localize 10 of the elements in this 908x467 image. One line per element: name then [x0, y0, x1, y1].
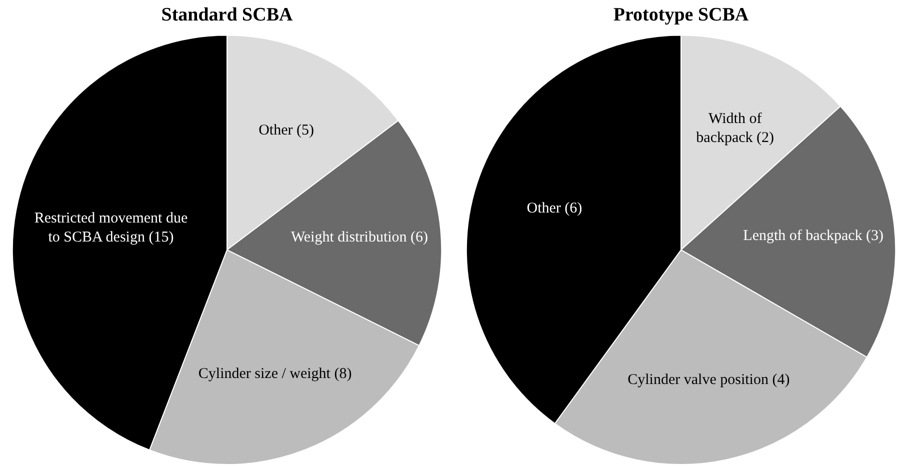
slice-label: Weight distribution (6) — [290, 230, 428, 246]
chart-title: Prototype SCBA — [613, 4, 749, 26]
slice-label: Cylinder valve position (4) — [628, 372, 790, 388]
slice-label: Other (5) — [258, 122, 314, 139]
slice-label: Restricted movement due to SCBA design (15) — [34, 210, 188, 246]
slice-label: Width of backpack (2) — [696, 110, 774, 146]
slice-label: Length of backpack (3) — [743, 228, 884, 244]
slice-label: Cylinder size / weight (8) — [198, 366, 352, 382]
chart-title: Standard SCBA — [161, 4, 294, 26]
slice-label: Other (6) — [526, 200, 582, 217]
